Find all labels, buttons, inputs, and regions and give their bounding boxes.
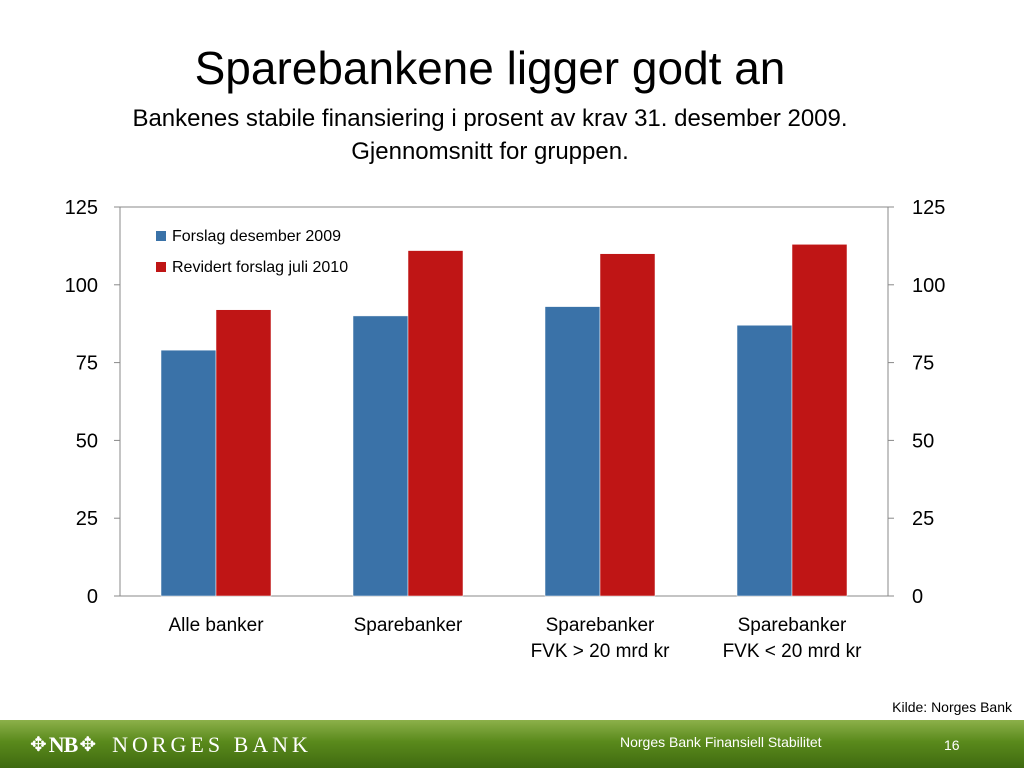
y-tick-label-left: 25 bbox=[76, 508, 98, 530]
x-category-label: Sparebanker bbox=[354, 615, 463, 636]
page-number: 16 bbox=[944, 737, 960, 753]
x-category-label: FVK < 20 mrd kr bbox=[723, 641, 863, 662]
x-category-label: FVK > 20 mrd kr bbox=[531, 641, 671, 662]
legend-label: Revidert forslag juli 2010 bbox=[172, 259, 348, 276]
bar-chart: 0 0 25 25 50 50 75 75 100 100 125 125 Alle banker Spa… bbox=[65, 197, 946, 662]
norges-bank-logo: ✥ NB ✥ NORGES BANK bbox=[30, 732, 312, 758]
legend-label: Forslag desember 2009 bbox=[172, 228, 341, 245]
logo-mark: NB bbox=[48, 732, 79, 757]
y-tick-label-left: 75 bbox=[76, 353, 98, 375]
y-tick-label-right: 0 bbox=[912, 586, 923, 608]
x-category-label: Alle banker bbox=[168, 615, 264, 636]
bar-forslag-2009 bbox=[736, 325, 793, 597]
bar-revidert-2010 bbox=[407, 250, 464, 597]
subtitle-line-2: Gjennomsnitt for gruppen. bbox=[351, 138, 629, 165]
y-tick-label-right: 50 bbox=[912, 430, 934, 452]
legend-swatch bbox=[156, 262, 166, 272]
source-note: Kilde: Norges Bank bbox=[892, 699, 1012, 715]
slide-title: Sparebankene ligger godt an bbox=[194, 42, 786, 94]
subtitle-line-1: Bankenes stabile finansiering i prosent … bbox=[132, 105, 848, 132]
bar-revidert-2010 bbox=[599, 253, 656, 597]
bar-forslag-2009 bbox=[544, 306, 601, 597]
knot-ornament-icon: ✥ bbox=[30, 734, 47, 756]
footer-text: Norges Bank Finansiell Stabilitet bbox=[620, 734, 822, 750]
x-category-label: Sparebanker bbox=[546, 615, 655, 636]
x-category-label: Sparebanker bbox=[738, 615, 847, 636]
y-tick-label-right: 75 bbox=[912, 353, 934, 375]
y-tick-label-right: 25 bbox=[912, 508, 934, 530]
y-tick-label-right: 125 bbox=[912, 197, 945, 219]
logo-name: NORGES BANK bbox=[112, 732, 312, 757]
bar-forslag-2009 bbox=[160, 349, 217, 597]
y-tick-label-left: 100 bbox=[65, 275, 98, 297]
bar-forslag-2009 bbox=[352, 315, 409, 597]
slide-subtitle: Bankenes stabile finansiering i prosent … bbox=[40, 102, 940, 168]
y-tick-label-left: 125 bbox=[65, 197, 98, 219]
bar-revidert-2010 bbox=[791, 244, 848, 597]
legend-swatch bbox=[156, 231, 166, 241]
knot-ornament-icon: ✥ bbox=[79, 734, 97, 756]
plot-area bbox=[119, 206, 889, 597]
y-tick-label-left: 0 bbox=[87, 586, 98, 608]
bar-revidert-2010 bbox=[215, 309, 272, 597]
y-tick-label-right: 100 bbox=[912, 275, 945, 297]
footer-bar: ✥ NB ✥ NORGES BANK Norges Bank Finansiel… bbox=[0, 720, 1024, 768]
y-tick-label-left: 50 bbox=[76, 430, 98, 452]
